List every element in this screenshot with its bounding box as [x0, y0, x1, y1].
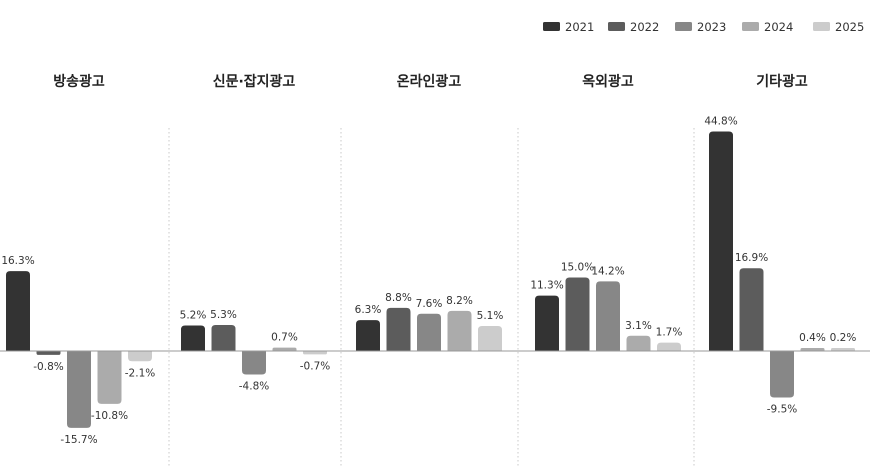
bar-value-label: 6.3%: [355, 304, 382, 316]
legend-swatch-2024: [742, 22, 759, 31]
bar: [770, 351, 794, 398]
bar-value-label: 5.3%: [210, 309, 237, 321]
group-titles: 방송광고 신문·잡지광고 온라인광고 옥외광고 기타광고: [53, 73, 808, 90]
bar-value-label: 7.6%: [416, 298, 443, 310]
bar: [356, 320, 380, 351]
bar-value-label: -15.7%: [60, 434, 97, 446]
bar: [626, 335, 651, 351]
bar-value-label: 44.8%: [704, 115, 737, 127]
legend-label-2021: 2021: [565, 20, 594, 34]
bar: [303, 351, 327, 355]
bar: [211, 325, 236, 351]
bar: [97, 351, 122, 404]
legend-label-2023: 2023: [697, 20, 726, 34]
group-title: 신문·잡지광고: [213, 73, 296, 90]
bar-value-label: 0.2%: [830, 332, 857, 344]
bar: [181, 325, 205, 351]
legend-swatch-2023: [675, 22, 692, 31]
bar-value-label: 15.0%: [561, 262, 594, 274]
legend-item-2021: 2021: [543, 20, 594, 34]
bar-value-label: 8.8%: [385, 292, 412, 304]
bar: [657, 342, 681, 351]
bar-value-label: 3.1%: [625, 320, 652, 332]
bar: [272, 347, 297, 351]
bar-value-label: -9.5%: [767, 404, 797, 416]
bar: [709, 131, 733, 351]
legend-item-2023: 2023: [675, 20, 726, 34]
bar: [36, 351, 61, 355]
bars: [6, 131, 855, 428]
bar: [800, 348, 825, 351]
bar: [739, 268, 764, 351]
bar-value-label: 11.3%: [530, 280, 563, 292]
legend-swatch-2022: [608, 22, 625, 31]
bar-labels: 16.3% -0.8% -15.7% -10.8% -2.1% 5.2% 5.3% -4.8%…: [1, 115, 856, 445]
bar-value-label: 0.7%: [271, 332, 298, 344]
bar-value-label: -10.8%: [91, 410, 128, 422]
bar-value-label: -4.8%: [239, 381, 269, 393]
bar: [128, 351, 152, 362]
bar-value-label: -2.1%: [125, 367, 155, 379]
group-title: 온라인광고: [397, 73, 462, 90]
bar: [447, 310, 472, 351]
bar-value-label: 8.2%: [446, 295, 473, 307]
legend-label-2025: 2025: [835, 20, 864, 34]
bar: [242, 351, 266, 375]
bar: [831, 348, 855, 351]
bar: [478, 326, 502, 351]
legend-item-2025: 2025: [813, 20, 864, 34]
bar-value-label: 1.7%: [656, 327, 683, 339]
bar-value-label: 0.4%: [799, 332, 826, 344]
bar: [67, 351, 91, 428]
group-title: 방송광고: [53, 73, 105, 90]
bar-value-label: 5.2%: [180, 310, 207, 322]
group-separators: [168, 128, 695, 467]
bar-value-label: 16.9%: [735, 252, 768, 264]
legend-swatch-2025: [813, 22, 830, 31]
bar-value-label: -0.7%: [300, 360, 330, 372]
legend-label-2024: 2024: [764, 20, 793, 34]
legend-item-2022: 2022: [608, 20, 659, 34]
legend: 2021 2022 2023 2024 2025: [543, 20, 864, 34]
legend-item-2024: 2024: [742, 20, 793, 34]
bar: [596, 281, 620, 351]
legend-swatch-2021: [543, 22, 560, 31]
bar: [417, 313, 441, 351]
bar: [535, 295, 559, 351]
bar-value-label: 14.2%: [591, 265, 624, 277]
legend-label-2022: 2022: [630, 20, 659, 34]
bar-value-label: 5.1%: [477, 310, 504, 322]
group-title: 기타광고: [756, 73, 808, 90]
group-title: 옥외광고: [582, 73, 634, 90]
bar: [6, 271, 30, 351]
bar-value-label: -0.8%: [33, 361, 63, 373]
bar-value-label: 16.3%: [1, 255, 34, 267]
bar: [386, 307, 411, 351]
bar: [565, 277, 590, 351]
